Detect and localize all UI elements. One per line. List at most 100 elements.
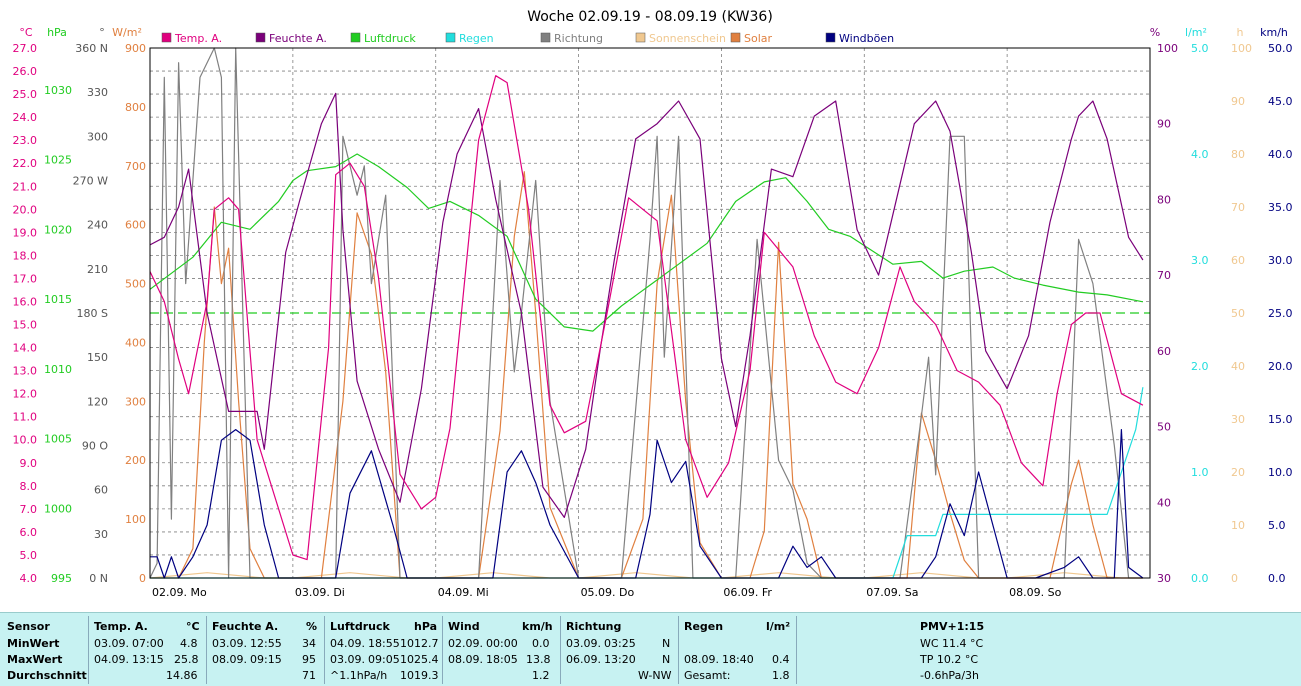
tick-label: 7.0 bbox=[20, 503, 38, 516]
wind-max-date: 08.09. bbox=[448, 653, 483, 666]
legend-swatch bbox=[162, 33, 171, 42]
tick-label: 14.0 bbox=[13, 342, 38, 355]
tick-label: 60 bbox=[94, 484, 108, 497]
richtung-max-value: N bbox=[662, 653, 670, 666]
wind-unit: km/h bbox=[522, 620, 553, 633]
tick-label: 2.0 bbox=[1191, 360, 1209, 373]
richtung-max-date: 06.09. bbox=[566, 653, 601, 666]
tick-label: 100 bbox=[125, 513, 146, 526]
wm2-unit-label: W/m² bbox=[112, 26, 142, 39]
weather-chart: Woche 02.09.19 - 08.09.19 (KW36) Temp. A… bbox=[0, 0, 1301, 612]
temp-header: Temp. A. bbox=[94, 620, 148, 633]
stats-table: Sensor MinWert MaxWert Durchschnitt Temp… bbox=[0, 612, 1301, 686]
tick-label: 200 bbox=[125, 454, 146, 467]
druck-max-time: 09:05 bbox=[368, 653, 400, 666]
tick-label: 50 bbox=[1231, 307, 1245, 320]
tick-label: 21.0 bbox=[13, 180, 38, 193]
druck-unit: hPa bbox=[414, 620, 437, 633]
maxwert-label: MaxWert bbox=[7, 653, 62, 666]
legend-label: Richtung bbox=[554, 32, 603, 45]
legend-label: Solar bbox=[744, 32, 773, 45]
regen-header: Regen bbox=[684, 620, 723, 633]
tick-label: 1000 bbox=[44, 502, 72, 515]
druck-min-time: 18:55 bbox=[368, 637, 400, 650]
tick-label: 17.0 bbox=[13, 272, 38, 285]
wind-min-value: 0.0 bbox=[532, 637, 550, 650]
tick-label: 150 bbox=[87, 351, 108, 364]
tick-label: 210 bbox=[87, 263, 108, 276]
wind-max-time: 18:05 bbox=[486, 653, 518, 666]
regen-total: 1.8 bbox=[772, 669, 790, 682]
tick-label: 9.0 bbox=[20, 457, 38, 470]
series-line-sonnenschein bbox=[150, 573, 1143, 578]
column-divider bbox=[442, 616, 443, 684]
legend-swatch bbox=[636, 33, 645, 42]
wind-max-value: 13.8 bbox=[526, 653, 551, 666]
column-divider bbox=[560, 616, 561, 684]
column-divider bbox=[678, 616, 679, 684]
tick-label: 1010 bbox=[44, 363, 72, 376]
tick-label: 50 bbox=[1157, 421, 1171, 434]
tick-label: 25.0 bbox=[1268, 307, 1293, 320]
temp-unit-label: °C bbox=[19, 26, 33, 39]
h-unit-label: h bbox=[1237, 26, 1244, 39]
lm2-unit-label: l/m² bbox=[1185, 26, 1207, 39]
druck-trend: ^1.1hPa/h bbox=[330, 669, 387, 682]
tick-label: 40 bbox=[1231, 360, 1245, 373]
tick-label: 1025 bbox=[44, 154, 72, 167]
tick-label: 100 bbox=[1231, 42, 1252, 55]
tick-label: 35.0 bbox=[1268, 201, 1293, 214]
column-divider bbox=[206, 616, 207, 684]
regen-max-value: 0.4 bbox=[772, 653, 790, 666]
kmh-unit-label: km/h bbox=[1260, 26, 1288, 39]
tick-label: 3.0 bbox=[1191, 254, 1209, 267]
tick-label: 16.0 bbox=[13, 295, 38, 308]
temp-max-value: 25.8 bbox=[174, 653, 199, 666]
legend-label: Windböen bbox=[839, 32, 894, 45]
tick-label: 90 bbox=[1231, 95, 1245, 108]
tick-label: 30.0 bbox=[1268, 254, 1293, 267]
feuchte-unit: % bbox=[306, 620, 317, 633]
feuchte-min-value: 34 bbox=[302, 637, 316, 650]
druck-min-value: 1012.7 bbox=[400, 637, 439, 650]
tick-label: 30 bbox=[94, 528, 108, 541]
richtung-min-time: 03:25 bbox=[604, 637, 636, 650]
temp-unit: °C bbox=[186, 620, 200, 633]
legend-swatch bbox=[256, 33, 265, 42]
tick-label: 13.0 bbox=[13, 365, 38, 378]
druck-min-date: 04.09. bbox=[330, 637, 365, 650]
temp-max-time: 13:15 bbox=[132, 653, 164, 666]
tick-label: 30 bbox=[1231, 413, 1245, 426]
legend-label: Temp. A. bbox=[174, 32, 222, 45]
wind-min-time: 00:00 bbox=[486, 637, 518, 650]
tick-label: 120 bbox=[87, 395, 108, 408]
wind-avg: 1.2 bbox=[532, 669, 550, 682]
tick-label: 330 bbox=[87, 86, 108, 99]
temp-max-date: 04.09. bbox=[94, 653, 129, 666]
tick-label: 1020 bbox=[44, 223, 72, 236]
tick-label: 6.0 bbox=[20, 526, 38, 539]
legend-swatch bbox=[731, 33, 740, 42]
tick-label: 10.0 bbox=[1268, 466, 1293, 479]
druck-max-date: 03.09. bbox=[330, 653, 365, 666]
legend-swatch bbox=[446, 33, 455, 42]
richtung-min-value: N bbox=[662, 637, 670, 650]
tick-label: 90 bbox=[1157, 118, 1171, 131]
tick-label: 900 bbox=[125, 42, 146, 55]
x-label: 05.09. Do bbox=[581, 586, 635, 599]
temp-min-value: 4.8 bbox=[180, 637, 198, 650]
tick-label: 5.0 bbox=[20, 549, 38, 562]
x-label: 04.09. Mi bbox=[438, 586, 489, 599]
tick-label: 20.0 bbox=[1268, 360, 1293, 373]
deg-unit-label: ° bbox=[99, 26, 105, 39]
tick-label: 300 bbox=[125, 395, 146, 408]
legend-label: Luftdruck bbox=[364, 32, 416, 45]
hpa-unit-label: hPa bbox=[47, 26, 67, 39]
series-line-solar bbox=[150, 172, 1143, 578]
tick-label: 600 bbox=[125, 219, 146, 232]
tick-label: 25.0 bbox=[13, 88, 38, 101]
pmv-trend: -0.6hPa/3h bbox=[920, 669, 979, 682]
wind-min-date: 02.09. bbox=[448, 637, 483, 650]
sensor-header: Sensor bbox=[7, 620, 50, 633]
